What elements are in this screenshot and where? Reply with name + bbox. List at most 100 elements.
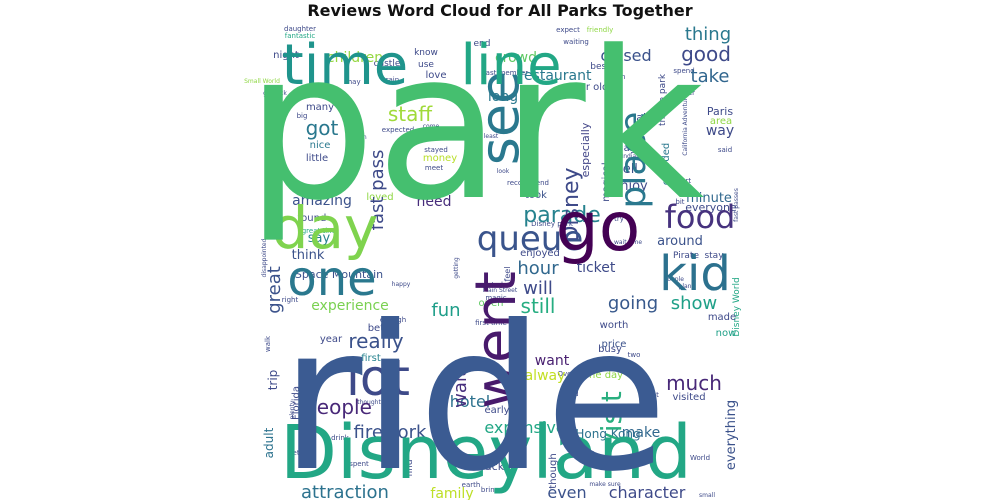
word-take: take xyxy=(691,66,730,87)
word-say: say xyxy=(308,231,331,246)
word-restaurant: restaurant xyxy=(519,68,593,84)
word-wait-time: wait time xyxy=(614,239,642,246)
word-long: long xyxy=(488,89,518,105)
word-really: really xyxy=(348,329,403,353)
word-took: took xyxy=(525,190,547,201)
word-bad: bad xyxy=(565,390,578,398)
word-enough: enough xyxy=(380,316,406,324)
word-theme-park: theme park xyxy=(658,73,668,126)
word-main-street: Main Street xyxy=(483,287,518,294)
word-overall: Overall xyxy=(557,370,582,378)
word-happy: happy xyxy=(392,281,411,288)
word-crowd: crowd xyxy=(495,50,537,66)
word-even: even xyxy=(547,483,586,500)
word-go: go xyxy=(556,188,641,267)
word-way: way xyxy=(706,123,734,139)
word-first: first xyxy=(361,353,381,364)
word-wanted: wanted xyxy=(477,281,503,289)
word-front: front xyxy=(576,450,595,459)
word-still: still xyxy=(521,294,556,318)
word-meet: meet xyxy=(425,164,443,172)
word-see: see xyxy=(468,71,531,166)
word-feel: feel xyxy=(503,267,512,282)
word-walk: walk xyxy=(264,335,272,352)
word-good: good xyxy=(681,42,731,66)
word-now: now xyxy=(716,328,737,339)
word-stay: stay xyxy=(704,251,724,261)
word-space-mountain: Space Mountain xyxy=(295,268,383,281)
word-florida: Florida xyxy=(291,386,302,420)
word-disneyland-paris: Disneyland Paris xyxy=(263,124,276,215)
word-firework: firework xyxy=(354,422,428,443)
word-expensive: expensive xyxy=(484,418,565,437)
word-going: going xyxy=(608,293,658,314)
word-castle: castle xyxy=(374,59,401,69)
word-fast-pass: fast pass xyxy=(367,150,388,231)
word-right: right xyxy=(282,296,299,304)
word-make: make xyxy=(622,425,660,441)
word-attraction: attraction xyxy=(301,482,389,500)
word-disney-world: Disney World xyxy=(732,277,742,336)
word-earth: earth xyxy=(462,481,481,489)
word-park: park xyxy=(246,8,705,246)
word-disney-park: Disney park xyxy=(531,220,574,228)
chart-title: Reviews Word Cloud for All Parks Togethe… xyxy=(307,1,693,20)
word-paris: Paris xyxy=(707,105,733,118)
word-least: least xyxy=(484,133,499,140)
word-hour: hour xyxy=(517,258,559,279)
word-visited: visited xyxy=(672,392,705,403)
word-look: look xyxy=(497,168,510,175)
word-spent: spent xyxy=(349,460,369,468)
word-disney: Disney xyxy=(559,167,584,242)
word-everything: everything xyxy=(724,400,739,470)
word-enjoyed: enjoyed xyxy=(520,248,560,259)
word-great: great xyxy=(264,266,285,314)
word-bring: bring xyxy=(481,486,499,494)
word-bit: bit xyxy=(675,198,684,206)
word-found: found xyxy=(298,213,327,224)
word-two: two xyxy=(628,351,641,359)
word-disneyland: Disneyland xyxy=(280,410,692,496)
word-food: food xyxy=(665,198,736,236)
word-lot: lot xyxy=(346,349,410,407)
word-hotel: hotel xyxy=(450,392,491,411)
word-stayed: stayed xyxy=(424,146,448,154)
word-visit: visit xyxy=(595,391,628,449)
word-may: may xyxy=(345,78,360,86)
word-small-world: Small World xyxy=(244,78,280,85)
word-know: know xyxy=(414,48,438,58)
word-small: small xyxy=(699,492,715,499)
word-especially: especially xyxy=(579,122,592,177)
word-money: money xyxy=(423,153,457,164)
word-many: many xyxy=(306,102,334,113)
word-open: open xyxy=(479,298,504,309)
word-first-time: first time xyxy=(475,319,507,327)
word-go-back: go back xyxy=(263,90,287,97)
word-ride: ride xyxy=(280,283,668,500)
word-thing: thing xyxy=(685,24,731,45)
word-year: year xyxy=(320,334,343,345)
word-though: though xyxy=(548,453,559,488)
word-friendly: friendly xyxy=(587,26,614,34)
word-california-adventure: California Adventure xyxy=(682,94,689,156)
word-great-time: great time xyxy=(302,227,339,235)
word-crowded: crowded xyxy=(661,143,672,186)
word-getting: getting xyxy=(453,257,460,279)
word-plan: plan xyxy=(679,283,692,290)
word-plenty: plenty xyxy=(289,400,296,419)
word-back: back xyxy=(478,460,505,473)
word-nice: nice xyxy=(310,140,331,151)
word-day: day xyxy=(272,194,379,262)
word-place: place xyxy=(613,112,654,209)
word-went: went xyxy=(464,271,529,409)
word-best: best xyxy=(590,62,610,72)
word-around: around xyxy=(657,234,703,249)
word-experience: experience xyxy=(311,298,389,314)
word-fast-passes: fast passes xyxy=(733,188,740,222)
word-family: family xyxy=(430,486,473,500)
word-got: got xyxy=(306,116,339,140)
word-enjoy: enjoy xyxy=(612,179,648,194)
word-age: age xyxy=(624,143,643,154)
word-worth: worth xyxy=(600,320,629,331)
